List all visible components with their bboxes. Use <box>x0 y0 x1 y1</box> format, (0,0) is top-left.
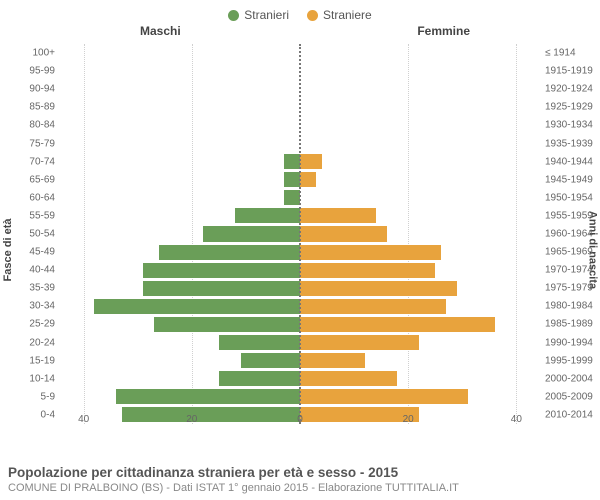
bar-male <box>241 353 301 368</box>
bar-female <box>300 335 419 350</box>
legend-swatch-male <box>228 10 239 21</box>
bar-male <box>159 245 300 260</box>
bar-female <box>300 299 446 314</box>
bar-male <box>154 317 300 332</box>
birth-year-label: 1940-1944 <box>545 156 593 167</box>
bar-male <box>284 172 300 187</box>
birth-year-label: 1930-1934 <box>545 120 593 131</box>
bar-male <box>284 190 300 205</box>
bar-female <box>300 353 365 368</box>
age-label: 85-89 <box>29 102 55 113</box>
x-tick: 40 <box>78 414 89 425</box>
x-tick: 0 <box>297 414 303 425</box>
header-female: Femmine <box>417 24 470 38</box>
birth-year-label: 1970-1974 <box>545 265 593 276</box>
birth-year-label: 1985-1989 <box>545 319 593 330</box>
bar-female <box>300 263 435 278</box>
birth-year-label: 1960-1964 <box>545 228 593 239</box>
birth-year-label: 1980-1984 <box>545 301 593 312</box>
birth-year-label: 1975-1979 <box>545 283 593 294</box>
caption: Popolazione per cittadinanza straniera p… <box>8 465 592 494</box>
bar-female <box>300 226 387 241</box>
bar-male <box>284 154 300 169</box>
bar-male <box>235 208 300 223</box>
birth-year-label: 1955-1959 <box>545 210 593 221</box>
bar-female <box>300 371 397 386</box>
header-male: Maschi <box>140 24 181 38</box>
birth-year-label: 1965-1969 <box>545 247 593 258</box>
birth-year-label: 1995-1999 <box>545 355 593 366</box>
birth-year-label: 1935-1939 <box>545 138 593 149</box>
column-headers: Maschi Femmine <box>0 24 600 44</box>
legend-label-female: Straniere <box>323 8 372 22</box>
caption-subtitle: COMUNE DI PRALBOINO (BS) - Dati ISTAT 1°… <box>8 482 592 494</box>
y-axis-title-left: Fasce di età <box>2 219 14 282</box>
birth-year-label: 1990-1994 <box>545 337 593 348</box>
birth-year-label: 1945-1949 <box>545 174 593 185</box>
bar-female <box>300 172 316 187</box>
age-label: 100+ <box>32 48 55 59</box>
legend-item-male: Stranieri <box>228 8 289 22</box>
age-label: 90-94 <box>29 84 55 95</box>
age-label: 30-34 <box>29 301 55 312</box>
bar-female <box>300 245 441 260</box>
x-axis: 40 20 0 20 40 <box>62 414 538 430</box>
age-label: 0-4 <box>41 409 55 420</box>
bar-male <box>94 299 300 314</box>
age-label: 40-44 <box>29 265 55 276</box>
bar-male <box>219 335 300 350</box>
x-tick: 20 <box>186 414 197 425</box>
x-tick: 20 <box>403 414 414 425</box>
age-label: 70-74 <box>29 156 55 167</box>
birth-year-label: 2010-2014 <box>545 409 593 420</box>
bar-male <box>116 389 300 404</box>
legend-label-male: Stranieri <box>244 8 289 22</box>
bar-male <box>203 226 300 241</box>
age-label: 20-24 <box>29 337 55 348</box>
age-label: 55-59 <box>29 210 55 221</box>
birth-year-label: 1920-1924 <box>545 84 593 95</box>
birth-year-label: ≤ 1914 <box>545 48 576 59</box>
bar-female <box>300 154 322 169</box>
bar-female <box>300 389 468 404</box>
x-tick: 40 <box>511 414 522 425</box>
caption-title: Popolazione per cittadinanza straniera p… <box>8 465 592 480</box>
bar-male <box>143 281 300 296</box>
age-label: 75-79 <box>29 138 55 149</box>
center-line <box>299 44 301 424</box>
legend: Stranieri Straniere <box>0 0 600 22</box>
age-label: 95-99 <box>29 66 55 77</box>
age-label: 10-14 <box>29 373 55 384</box>
age-label: 65-69 <box>29 174 55 185</box>
bar-female <box>300 317 495 332</box>
age-label: 25-29 <box>29 319 55 330</box>
birth-year-label: 2005-2009 <box>545 391 593 402</box>
age-label: 45-49 <box>29 247 55 258</box>
age-label: 80-84 <box>29 120 55 131</box>
bar-female <box>300 208 376 223</box>
birth-year-label: 1950-1954 <box>545 192 593 203</box>
bar-male <box>143 263 300 278</box>
birth-year-label: 1925-1929 <box>545 102 593 113</box>
birth-year-label: 2000-2004 <box>545 373 593 384</box>
bar-female <box>300 281 457 296</box>
legend-swatch-female <box>307 10 318 21</box>
age-label: 5-9 <box>41 391 55 402</box>
plot-area: 0-42010-20145-92005-200910-142000-200415… <box>62 44 538 424</box>
age-label: 60-64 <box>29 192 55 203</box>
legend-item-female: Straniere <box>307 8 372 22</box>
birth-year-label: 1915-1919 <box>545 66 593 77</box>
bar-male <box>219 371 300 386</box>
age-label: 50-54 <box>29 228 55 239</box>
age-label: 35-39 <box>29 283 55 294</box>
age-label: 15-19 <box>29 355 55 366</box>
